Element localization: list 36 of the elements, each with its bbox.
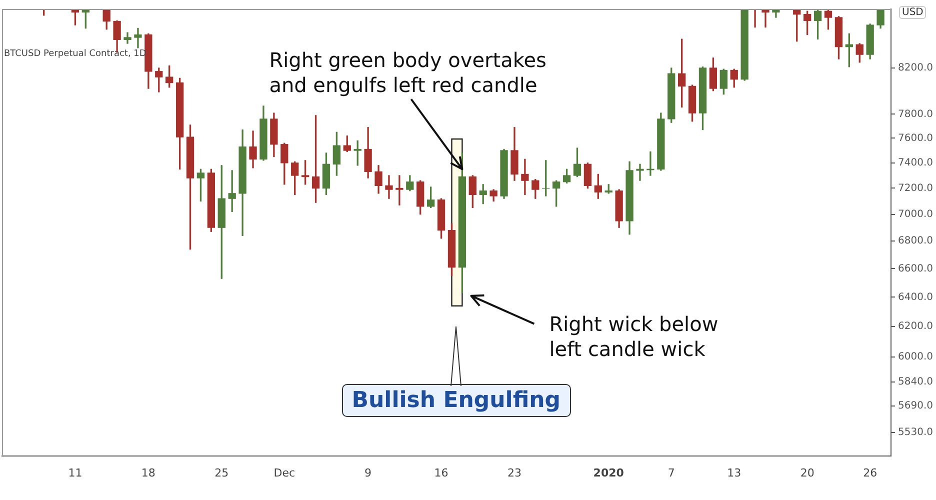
y-tick-label: 7000.0: [898, 208, 933, 220]
y-tick-label: 5530.0: [898, 426, 933, 438]
x-tick-label: 9: [364, 466, 372, 480]
candlestick: [636, 164, 644, 181]
x-tick-label: 25: [214, 466, 229, 480]
candlestick: [134, 28, 142, 48]
y-tick-label: 5690.0: [898, 400, 933, 412]
x-tick-label: Dec: [274, 466, 296, 480]
y-tick-label: 7400.0: [898, 158, 933, 169]
y-tick-label: 6800.0: [898, 236, 933, 247]
y-tick-label: 7200.0: [898, 182, 933, 194]
y-tick-label: 6200.0: [898, 321, 933, 332]
x-tick-label: 13: [727, 466, 742, 480]
candlestick: [521, 158, 529, 196]
y-tick-label: 6600.0: [898, 263, 933, 274]
y-tick-label: 6400.0: [898, 292, 933, 303]
annotation: Right green body overtakes and engulfs left red candle: [269, 48, 546, 98]
x-tick-label: 26: [863, 466, 878, 480]
x-tick-label: 7: [668, 466, 675, 480]
x-tick-label: 16: [434, 466, 448, 480]
candlestick: [396, 175, 404, 206]
y-tick-label: 5840.0: [898, 376, 933, 388]
x-tick-label: 2020: [593, 466, 624, 480]
y-tick-label: 6000.0: [898, 351, 933, 362]
annotation: Bullish Engulfing: [342, 384, 571, 417]
x-tick-label: 20: [800, 466, 814, 480]
y-tick-label: 8200.0: [898, 62, 933, 74]
x-tick-label: 11: [68, 466, 82, 480]
y-tick-label: 7800.0: [898, 108, 933, 120]
candlestick: [124, 32, 132, 44]
candlestick: [385, 175, 393, 199]
annotation: Right wick below left candle wick: [549, 312, 718, 362]
y-tick-label: 7600.0: [898, 132, 933, 144]
x-tick-label: 23: [507, 466, 522, 480]
y-axis-title: USD: [899, 6, 926, 19]
x-tick-label: 18: [141, 466, 156, 480]
